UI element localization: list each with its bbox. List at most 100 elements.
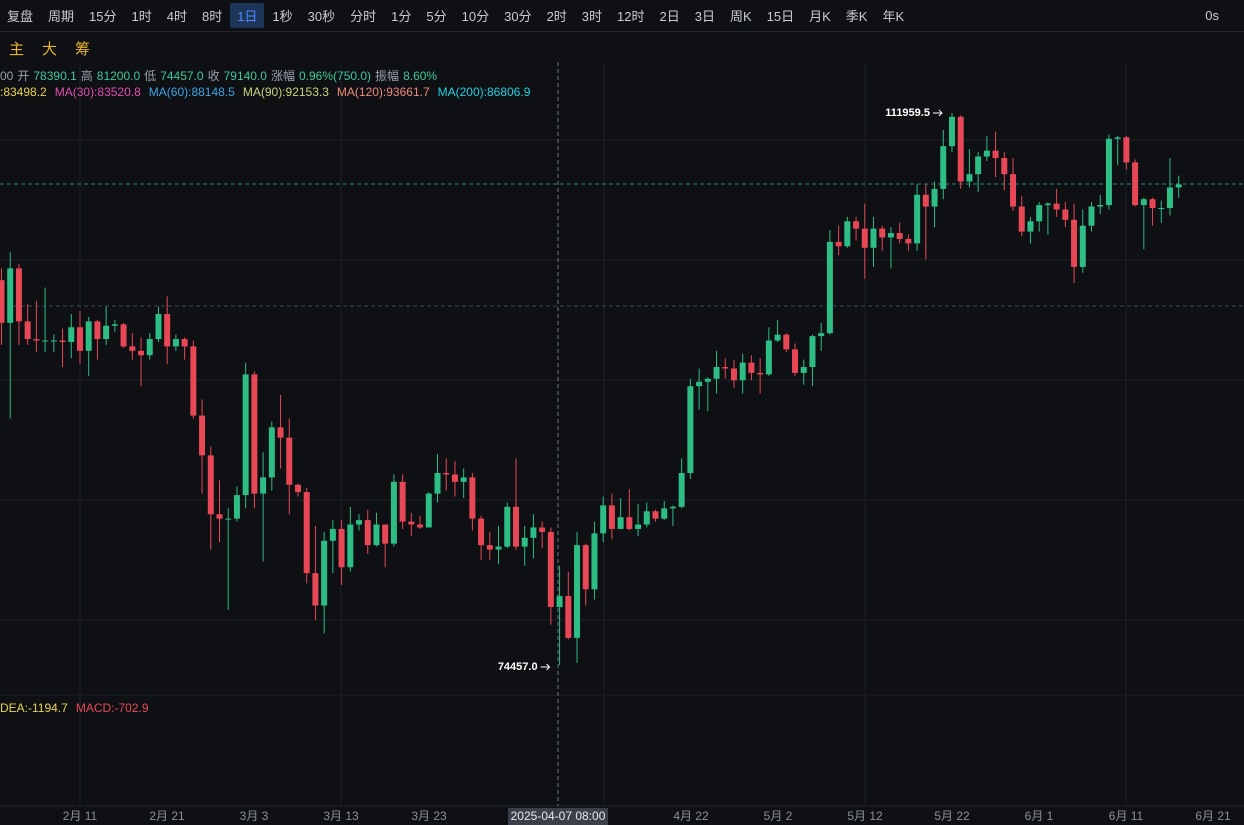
candle-body — [922, 194, 929, 207]
candle-body — [626, 517, 633, 529]
extreme-arrow — [932, 109, 943, 117]
tool-button[interactable]: 主 — [9, 40, 25, 58]
countdown: 0s — [1205, 8, 1219, 23]
period-button[interactable]: 5分 — [426, 9, 447, 24]
legend-item: MA(60):88148.5 — [148, 85, 235, 99]
tool-button[interactable]: 筹 — [75, 40, 91, 58]
candle-body — [495, 546, 502, 550]
candle-body — [1079, 225, 1086, 267]
period-button[interactable]: 周K — [729, 9, 752, 24]
x-tick-label: 5月 22 — [934, 809, 970, 823]
period-button[interactable]: 15分 — [89, 9, 117, 24]
crosshair-label: 2025-04-07 08:00 — [511, 809, 606, 823]
candle-body — [635, 524, 642, 529]
candle-body — [469, 477, 476, 519]
period-menu[interactable]: 周期 — [48, 9, 75, 24]
x-tick-label: 2月 11 — [63, 809, 98, 823]
x-tick-label: 5月 2 — [764, 809, 793, 823]
x-tick-label: 2月 21 — [149, 809, 185, 823]
period-button[interactable]: 分时 — [350, 9, 377, 24]
period-button[interactable]: 季K — [845, 9, 868, 24]
candle-body — [103, 325, 110, 340]
candle-body — [1027, 221, 1034, 232]
candle-body — [260, 477, 267, 494]
candle-body — [1149, 199, 1156, 209]
extreme-arrow — [540, 663, 551, 671]
candle-body — [835, 241, 842, 247]
candle-body — [1036, 205, 1043, 222]
candle-body — [757, 372, 764, 375]
info-item: 74457.0 — [160, 68, 204, 83]
legend-item: MACD:-702.9 — [75, 701, 149, 715]
candle-body — [678, 473, 685, 507]
period-button[interactable]: 30秒 — [307, 9, 336, 24]
info: 00 开 78390.1 高 81200.0 低 74457.0 收 79140.0 涨幅 0.96… — [0, 67, 441, 84]
candle-body — [730, 368, 737, 381]
candle-body — [59, 340, 66, 342]
candle-body — [216, 514, 223, 519]
candle-body — [512, 506, 519, 547]
candle-body — [643, 511, 650, 525]
candle-body — [983, 150, 990, 157]
candle-body — [111, 324, 118, 326]
candle-body — [486, 545, 493, 550]
candle-body — [1018, 206, 1025, 232]
period-button[interactable]: 3时 — [581, 9, 603, 24]
period-button[interactable]: 2日 — [659, 9, 680, 24]
tool-button[interactable]: 大 — [42, 40, 58, 58]
period-button[interactable]: 1秒 — [272, 9, 293, 24]
candle-body — [347, 524, 354, 568]
period-button[interactable]: 15日 — [766, 9, 795, 24]
period-button[interactable]: 1时 — [131, 9, 152, 24]
candle-body — [7, 268, 14, 323]
legend-item: MA(30):83520.8 — [54, 85, 141, 99]
candle-body — [957, 116, 964, 182]
candle-body — [704, 378, 711, 382]
period-button[interactable]: 年K — [882, 9, 905, 24]
grid — [0, 62, 1244, 805]
candle-body — [774, 334, 781, 341]
candle-body — [1114, 137, 1121, 139]
candle-body — [948, 116, 955, 147]
period-button[interactable]: 1日 — [230, 3, 265, 28]
period-button[interactable]: 2时 — [546, 9, 567, 24]
period-button[interactable]: 4时 — [166, 9, 187, 24]
period-button[interactable]: 10分 — [461, 9, 490, 24]
replay[interactable]: 复盘 — [7, 9, 34, 24]
info-item: 振幅 — [375, 69, 400, 83]
candle-body — [417, 524, 424, 528]
candle-body — [1123, 137, 1130, 163]
period-button[interactable]: 12时 — [617, 9, 645, 24]
candle-body — [1097, 205, 1104, 207]
candle-body — [966, 174, 973, 182]
candle-body — [451, 474, 458, 482]
candle-body — [478, 518, 485, 546]
period-button[interactable]: 30分 — [504, 9, 532, 24]
candle-body — [321, 540, 328, 606]
candle-body — [504, 506, 511, 547]
legend-item: MA(200):86806.9 — [437, 85, 531, 99]
candle-body — [608, 505, 615, 529]
candle-body — [800, 367, 807, 373]
candle-body — [312, 573, 319, 606]
candle-body — [992, 150, 999, 158]
candle-body — [1105, 138, 1112, 206]
x-tick-label: 5月 12 — [847, 809, 883, 823]
period-button[interactable]: 3日 — [694, 9, 715, 24]
candle-body — [24, 321, 31, 340]
period-button[interactable]: 月K — [809, 9, 831, 24]
period-button[interactable]: 1分 — [391, 9, 412, 24]
candle-body — [225, 518, 232, 520]
candle-body — [547, 531, 554, 607]
candle-body — [33, 339, 40, 341]
candle-body — [364, 520, 371, 546]
macd-legend: DEA:-1194.7 MACD:-702.9 — [0, 701, 157, 715]
candle-body — [739, 362, 746, 381]
candle-body — [530, 527, 537, 538]
info-item: 0.96%(750.0) — [299, 68, 372, 83]
info-item: 开 — [17, 69, 30, 83]
x-tick-label: 6月 21 — [1195, 809, 1231, 823]
info-item: 低 — [144, 69, 157, 83]
tools: 主大筹 — [0, 33, 99, 63]
period-button[interactable]: 8时 — [201, 9, 223, 24]
